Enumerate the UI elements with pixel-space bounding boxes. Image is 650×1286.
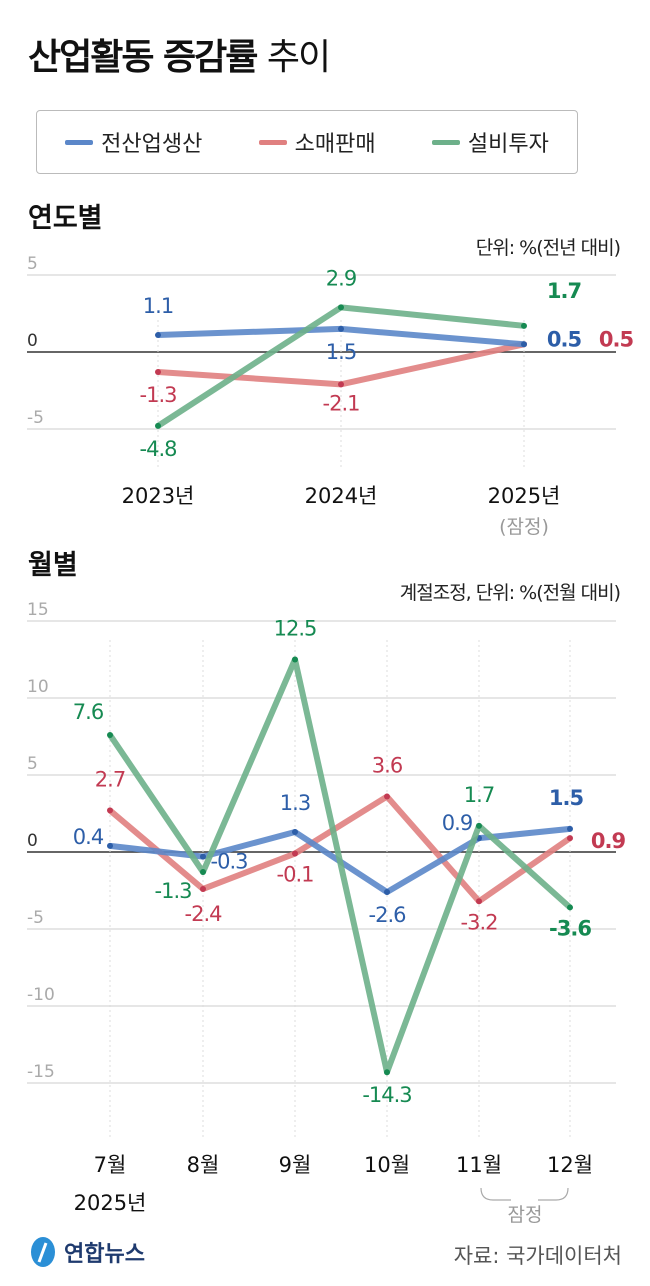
series-line-설비투자	[107, 656, 573, 1076]
year-label: 2025년	[74, 1191, 147, 1215]
data-point	[155, 369, 161, 376]
data-label: 12.5	[274, 617, 317, 641]
data-point	[338, 325, 344, 332]
y-tick-label: 0	[27, 331, 38, 351]
data-label: -3.6	[549, 916, 591, 940]
data-label: 2.9	[326, 266, 356, 290]
data-point	[200, 853, 206, 860]
series-line-소매판매	[108, 793, 572, 905]
y-tick-label: -15	[27, 1062, 55, 1082]
data-label: 3.6	[372, 754, 403, 778]
data-label: -3.2	[461, 910, 498, 934]
legend-item-retail: 소매판매	[258, 126, 376, 158]
monthly-section-title: 월별	[28, 550, 78, 581]
data-point	[567, 835, 573, 842]
data-point	[384, 1069, 390, 1076]
data-point	[107, 731, 113, 738]
x-tick-label: 9월	[279, 1153, 312, 1177]
data-point	[338, 381, 344, 388]
yonhap-logo: 연합뉴스	[28, 1235, 145, 1269]
data-point	[384, 889, 390, 896]
x-tick-label: 2024년	[305, 484, 378, 508]
data-label: 2.7	[95, 767, 125, 791]
data-point	[107, 807, 113, 814]
data-point	[384, 793, 390, 800]
x-tick-label: 2025년	[488, 484, 561, 508]
y-tick-label: -10	[27, 985, 55, 1005]
data-label: -2.4	[185, 902, 223, 926]
provisional-bracket	[480, 1187, 569, 1201]
y-tick-label: 5	[27, 754, 38, 774]
data-point	[292, 828, 298, 835]
data-label: 0.9	[591, 829, 626, 853]
x-tick-label: 10월	[364, 1153, 410, 1177]
annual-section-title: 연도별	[28, 203, 103, 234]
data-label: -0.3	[211, 850, 248, 874]
monthly-unit: 계절조정, 단위: %(전월 대비)	[399, 582, 621, 604]
data-label: 1.7	[547, 279, 581, 303]
x-tick-label: 7월	[94, 1153, 127, 1177]
data-label: -14.3	[362, 1083, 411, 1107]
annual-unit: 단위: %(전년 대비)	[475, 237, 621, 259]
data-label: -2.1	[323, 391, 360, 415]
y-tick-label: 5	[27, 254, 38, 274]
data-label: -1.3	[140, 383, 177, 407]
data-point	[200, 885, 206, 892]
data-point	[292, 850, 298, 857]
source-note: 자료: 국가데이터처	[453, 1244, 622, 1268]
x-tick-label: 8월	[187, 1153, 220, 1177]
data-point	[155, 422, 161, 429]
y-tick-label: -5	[27, 908, 44, 928]
data-point	[155, 332, 161, 339]
data-label: 0.9	[442, 811, 472, 835]
data-label: 0.5	[599, 327, 634, 351]
x-tick-label: 2023년	[122, 484, 195, 508]
data-label: 7.6	[73, 700, 104, 724]
data-label: -0.1	[277, 863, 314, 887]
y-tick-label: 10	[27, 677, 49, 697]
legend: 전산업생산 소매판매 설비투자	[36, 110, 578, 174]
data-label: 1.1	[143, 294, 173, 318]
data-label: 1.5	[549, 786, 584, 810]
data-label: 1.5	[326, 340, 356, 364]
data-point	[476, 822, 482, 829]
data-point	[338, 304, 344, 311]
data-label: 0.5	[547, 327, 582, 351]
data-label: -4.8	[140, 437, 177, 461]
data-point	[476, 898, 482, 905]
x-tick-note: (잠정)	[499, 516, 549, 538]
data-label: 1.3	[280, 791, 310, 815]
data-point	[292, 656, 298, 663]
data-label: 1.7	[464, 783, 494, 807]
x-tick-label: 11월	[456, 1153, 502, 1177]
logo-icon	[31, 1237, 55, 1267]
data-label: 0.4	[73, 825, 104, 849]
data-point	[200, 869, 206, 876]
data-point	[521, 322, 527, 329]
legend-item-production: 전산업생산	[65, 126, 202, 158]
legend-item-investment: 설비투자	[431, 126, 549, 158]
provisional-label: 잠정	[508, 1204, 543, 1226]
data-point	[567, 904, 573, 911]
data-label: -1.3	[155, 879, 192, 903]
x-tick-label: 12월	[547, 1153, 593, 1177]
page-title: 산업활동 증감률 추이	[28, 37, 331, 78]
data-label: -2.6	[369, 903, 407, 927]
y-tick-label: 15	[27, 600, 49, 620]
y-tick-label: -5	[27, 408, 44, 428]
data-point	[107, 842, 113, 849]
data-point	[521, 341, 527, 348]
y-tick-label: 0	[27, 831, 38, 851]
data-point	[567, 825, 573, 832]
